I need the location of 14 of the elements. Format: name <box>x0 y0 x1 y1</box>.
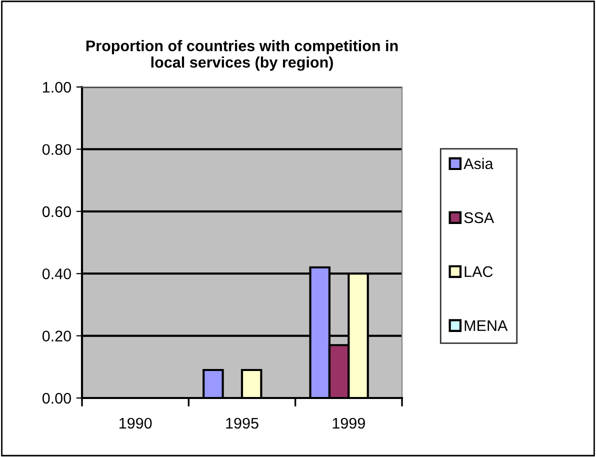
x-tick-label: 1995 <box>226 418 258 429</box>
legend-label: Asia <box>464 158 494 170</box>
y-tick-label: 0.80 <box>42 144 71 155</box>
y-tick-label: 0.20 <box>42 330 71 342</box>
legend-label: SSA <box>464 212 494 224</box>
legend-label: LAC <box>464 266 493 278</box>
y-tick-label: 0.40 <box>42 268 71 280</box>
x-tick-label: 1999 <box>332 418 365 429</box>
chart-title: Proportion of countries with competition in local services (by region) <box>86 40 398 71</box>
y-tick-label: 0.00 <box>42 392 71 404</box>
x-tick-label: 1990 <box>120 418 152 429</box>
y-tick-label: 0.60 <box>42 206 71 218</box>
legend-label: MENA <box>464 320 508 331</box>
y-tick-label: 1.00 <box>43 82 71 93</box>
